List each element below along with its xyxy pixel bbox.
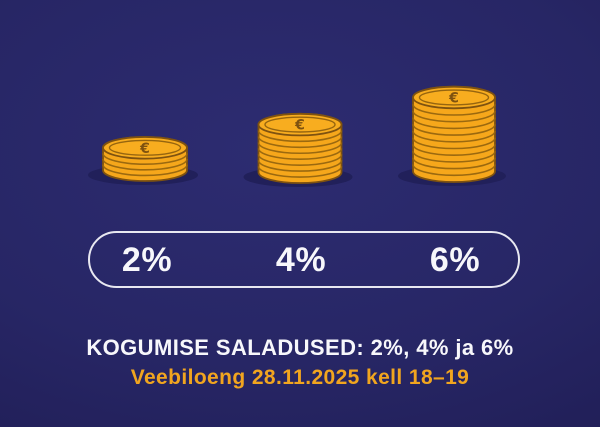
percentage-pill xyxy=(88,231,520,288)
euro-symbol-icon: € xyxy=(448,91,459,107)
coin-stack-4%: € xyxy=(243,112,353,187)
coin-stack-2%: € xyxy=(88,136,198,185)
euro-symbol-icon: € xyxy=(139,141,150,157)
percent-label-6: 6% xyxy=(429,241,481,279)
footer-text-block: KOGUMISE SALADUSED: 2%, 4% ja 6% Veebilo… xyxy=(0,334,600,391)
event-title: KOGUMISE SALADUSED: 2%, 4% ja 6% xyxy=(86,335,514,360)
euro-symbol-icon: € xyxy=(294,118,305,134)
event-subtitle: Veebiloeng 28.11.2025 kell 18–19 xyxy=(130,365,470,389)
percent-label-2: 2% xyxy=(121,241,173,279)
percent-label-4: 4% xyxy=(275,241,327,279)
coin-stack-6%: € xyxy=(398,85,506,186)
